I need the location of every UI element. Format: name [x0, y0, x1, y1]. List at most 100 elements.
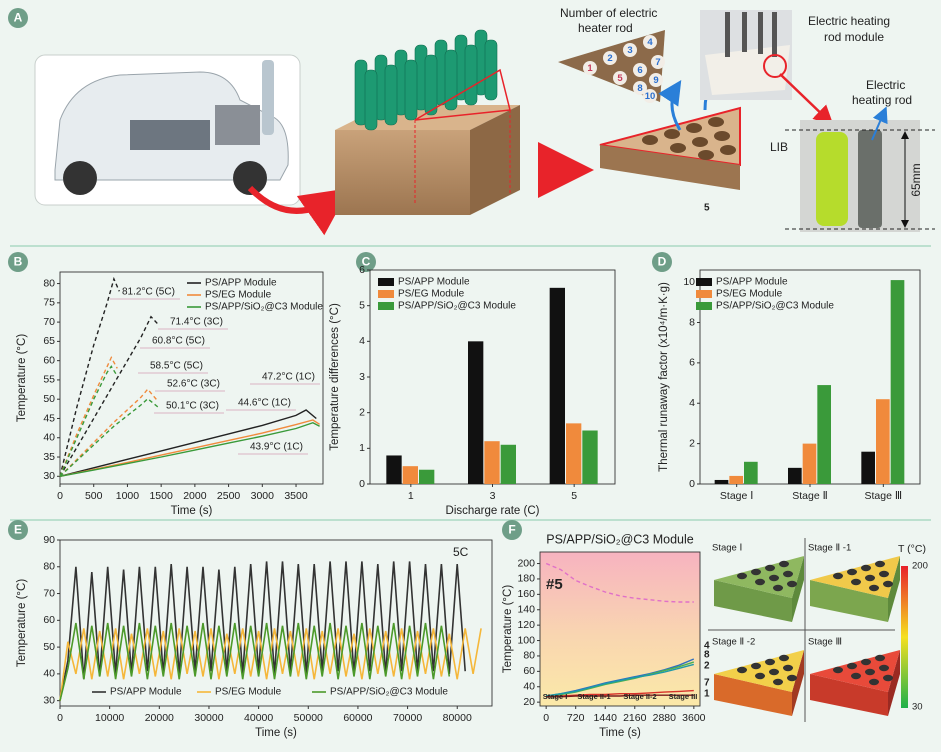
- y-tick-label: 35: [43, 451, 55, 463]
- rod: [613, 71, 627, 85]
- annotation: 47.2°C (1C): [262, 372, 315, 383]
- rod: [643, 89, 657, 103]
- bar: [500, 444, 516, 484]
- car-battery: [130, 120, 210, 150]
- hole: [833, 666, 843, 674]
- bar: [802, 443, 817, 484]
- panel-b: B 30 35 40 45 50 55 60 65 70 75 80 0 500 1000 1500 2000 2…: [8, 252, 324, 517]
- arrow: [779, 73, 834, 126]
- plot-frame: [539, 551, 701, 707]
- rod-number: 1: [587, 63, 593, 74]
- hole: [751, 568, 761, 576]
- x-tick-label: 1: [408, 490, 414, 502]
- y-tick-label: 4: [359, 335, 365, 347]
- y-tick-label: 40: [43, 668, 55, 680]
- chart-title: PS/APP/SiO₂@C3 Module: [546, 532, 694, 546]
- y-tick-label: 180: [517, 573, 535, 585]
- hole: [769, 574, 779, 582]
- rod: [603, 51, 617, 65]
- x-tick-label: 10000: [95, 712, 124, 724]
- panel-badge: [502, 520, 522, 540]
- prism-side: [888, 556, 900, 622]
- hole: [851, 578, 861, 586]
- bar: [890, 280, 905, 484]
- x-tick-label: 3600: [682, 712, 706, 724]
- y-tick-label: 80: [43, 561, 55, 573]
- plot-frame: [59, 539, 493, 707]
- y-tick-label: 55: [43, 374, 55, 386]
- x-tick-label: 1500: [149, 490, 173, 502]
- line: [545, 562, 694, 603]
- y-tick-label: 6: [689, 357, 695, 369]
- annotation: 44.6°C (1C): [238, 398, 291, 409]
- rod-numbers: 1 2 3 4 5 6 7 89 10: [583, 35, 665, 103]
- panel-a: A 1 2 3 4 5 6 7 89 10 Number of electric heater …: [8, 6, 935, 236]
- prism-side: [792, 556, 804, 622]
- rod: [633, 63, 647, 77]
- legend-swatch: [378, 302, 394, 310]
- heater-label: heater rod: [578, 21, 633, 35]
- line: [59, 315, 159, 477]
- legend-swatch: [378, 290, 394, 298]
- module-rods: [725, 12, 777, 57]
- bar: [788, 467, 802, 484]
- x-tick-label: 5: [571, 490, 577, 502]
- bar: [566, 423, 582, 484]
- x-tick-label: 20000: [145, 712, 174, 724]
- legend-label: PS/APP Module: [716, 277, 788, 288]
- colorbar-min: 30: [912, 702, 923, 713]
- annotation: 50.1°C (3C): [166, 401, 219, 412]
- y-tick-label: 100: [517, 634, 535, 646]
- legend-label: PS/APP/SiO₂@C3 Module: [205, 302, 323, 313]
- panel-c: C 0 1 2 3 4 5 6 Discharge rate (C) Temperature di…: [329, 252, 616, 517]
- annotation: 60.8°C (5C): [152, 336, 205, 347]
- lib-label: LIB: [770, 140, 788, 154]
- hole: [765, 658, 775, 666]
- line: [59, 409, 317, 477]
- hole: [779, 560, 789, 568]
- hole: [861, 658, 871, 666]
- hole: [769, 668, 779, 676]
- y-tick-label: 0: [359, 478, 365, 490]
- rod-number: 8: [637, 83, 642, 94]
- image-label: Stage Ⅰ: [712, 543, 742, 554]
- panel-badge: [652, 252, 672, 272]
- rod-number: 5: [617, 73, 623, 84]
- x-tick-label: Stage Ⅱ: [792, 490, 828, 502]
- line: [546, 661, 695, 697]
- x-tick-label: 60000: [343, 712, 372, 724]
- x-tick-label: 40000: [244, 712, 273, 724]
- hole: [883, 674, 893, 682]
- rod: [633, 81, 647, 95]
- y-axis-label: Temperature (°C): [502, 585, 514, 673]
- module-label: Electric heating: [808, 14, 890, 28]
- y-tick-label: 5: [359, 299, 365, 311]
- plot-background: [540, 552, 700, 706]
- bar: [484, 441, 500, 484]
- block-side: [470, 105, 520, 215]
- y-tick-label: 70: [43, 587, 55, 599]
- hole: [869, 678, 879, 686]
- y-tick-label: 4: [689, 397, 695, 409]
- bar: [468, 341, 484, 484]
- line: [59, 622, 451, 701]
- line-label: 4: [704, 641, 710, 652]
- y-tick-label: 200: [517, 557, 535, 569]
- annotation: 43.9°C (1C): [250, 442, 303, 453]
- line-label: 2: [704, 661, 710, 672]
- x-tick-label: 3500: [284, 490, 308, 502]
- x-tick-label: 0: [543, 712, 549, 724]
- legend-label: PS/APP Module: [205, 278, 277, 289]
- hole: [755, 672, 765, 680]
- image-label: Stage Ⅲ: [808, 637, 842, 648]
- y-tick-label: 2: [689, 437, 695, 449]
- hole: [737, 666, 747, 674]
- bar: [876, 399, 890, 484]
- line-label: 1: [704, 689, 710, 700]
- colorbar: [901, 566, 908, 708]
- y-tick-label: 80: [43, 277, 55, 289]
- y-axis-label: Temperature differences (°C): [329, 303, 341, 451]
- prism-front: [714, 674, 792, 716]
- x-tick-label: 500: [85, 490, 103, 502]
